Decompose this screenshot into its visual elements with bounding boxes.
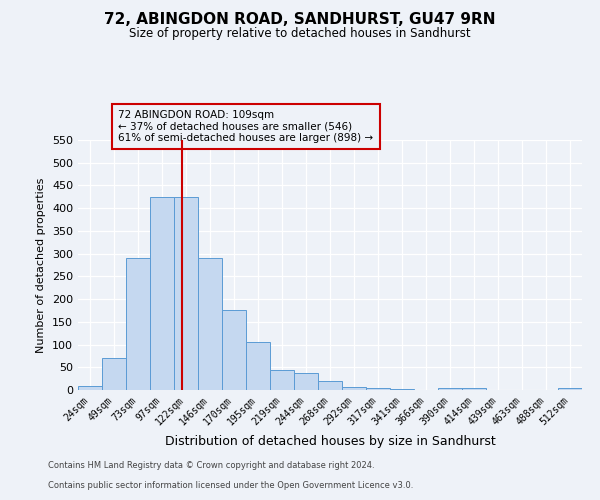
Bar [438,388,462,390]
Text: Contains HM Land Registry data © Crown copyright and database right 2024.: Contains HM Land Registry data © Crown c… [48,461,374,470]
Bar [126,258,150,390]
Bar [558,388,582,390]
Bar [462,388,486,390]
Bar [318,382,342,390]
Bar [174,197,198,390]
X-axis label: Distribution of detached houses by size in Sandhurst: Distribution of detached houses by size … [164,435,496,448]
Y-axis label: Number of detached properties: Number of detached properties [37,178,46,352]
Bar [78,386,102,390]
Bar [390,389,414,390]
Bar [342,387,366,390]
Bar [246,342,270,390]
Bar [294,372,318,390]
Bar [366,388,390,390]
Bar [102,358,126,390]
Bar [198,258,222,390]
Text: Size of property relative to detached houses in Sandhurst: Size of property relative to detached ho… [129,28,471,40]
Bar [150,197,174,390]
Text: 72, ABINGDON ROAD, SANDHURST, GU47 9RN: 72, ABINGDON ROAD, SANDHURST, GU47 9RN [104,12,496,28]
Text: Contains public sector information licensed under the Open Government Licence v3: Contains public sector information licen… [48,481,413,490]
Text: 72 ABINGDON ROAD: 109sqm
← 37% of detached houses are smaller (546)
61% of semi-: 72 ABINGDON ROAD: 109sqm ← 37% of detach… [118,110,373,143]
Bar [222,310,246,390]
Bar [270,370,294,390]
